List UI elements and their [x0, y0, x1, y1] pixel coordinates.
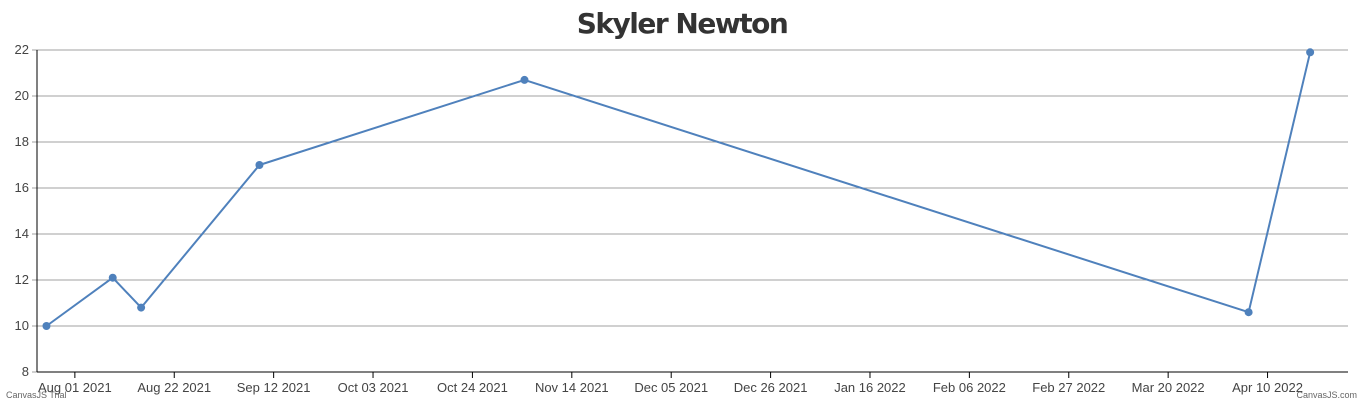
- x-tick-label: Aug 01 2021: [38, 380, 112, 395]
- y-tick-label: 16: [15, 180, 29, 195]
- data-point[interactable]: [1306, 48, 1315, 57]
- x-tick-label: Mar 20 2022: [1132, 380, 1205, 395]
- chart-title: Skyler Newton: [577, 7, 788, 40]
- x-tick-label: Dec 26 2021: [734, 380, 808, 395]
- data-point[interactable]: [42, 322, 51, 330]
- x-tick-label: Oct 03 2021: [338, 380, 409, 395]
- x-tick-label: Oct 24 2021: [437, 380, 508, 395]
- data-point[interactable]: [1244, 308, 1253, 317]
- x-tick-label: Feb 06 2022: [933, 380, 1006, 395]
- x-axis: Aug 01 2021 Aug 22 2021 Sep 12 2021 Oct 03 …: [37, 371, 1348, 395]
- x-tick-label: Jan 16 2022: [834, 380, 906, 395]
- x-tick-label: Sep 12 2021: [237, 380, 311, 395]
- y-axis: 8 10 12 14 16 18 20 22: [15, 42, 38, 379]
- credit-right[interactable]: CanvasJS.com: [1296, 390, 1357, 400]
- y-tick-label: 8: [22, 364, 29, 379]
- x-tick-label: Aug 22 2021: [137, 380, 211, 395]
- data-point[interactable]: [137, 303, 146, 312]
- data-point[interactable]: [108, 273, 117, 282]
- x-tick-label: Nov 14 2021: [535, 380, 609, 395]
- y-tick-label: 10: [15, 318, 29, 333]
- y-tick-label: 12: [15, 272, 29, 287]
- credit-left[interactable]: CanvasJS Trial: [6, 390, 67, 400]
- x-tick-label: Dec 05 2021: [634, 380, 708, 395]
- series-line: [42, 48, 1315, 330]
- y-tick-label: 14: [15, 226, 29, 241]
- data-point[interactable]: [520, 75, 529, 84]
- grid-lines: [37, 49, 1348, 327]
- series-polyline: [45, 52, 1312, 327]
- y-tick-label: 20: [15, 88, 29, 103]
- y-tick-label: 22: [15, 42, 29, 57]
- x-tick-label: Apr 10 2022: [1232, 380, 1303, 395]
- y-tick-label: 18: [15, 134, 29, 149]
- x-tick-label: Feb 27 2022: [1032, 380, 1105, 395]
- data-point[interactable]: [255, 161, 264, 169]
